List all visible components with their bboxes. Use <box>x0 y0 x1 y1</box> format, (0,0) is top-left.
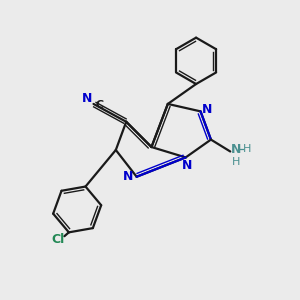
Text: H: H <box>242 144 251 154</box>
Text: C: C <box>95 100 104 110</box>
Text: N: N <box>182 159 192 172</box>
Text: N: N <box>82 92 92 105</box>
Text: N: N <box>230 142 241 156</box>
Text: H: H <box>231 157 240 167</box>
Text: Cl: Cl <box>52 233 65 246</box>
Text: N: N <box>202 103 212 116</box>
Text: N: N <box>123 170 134 183</box>
